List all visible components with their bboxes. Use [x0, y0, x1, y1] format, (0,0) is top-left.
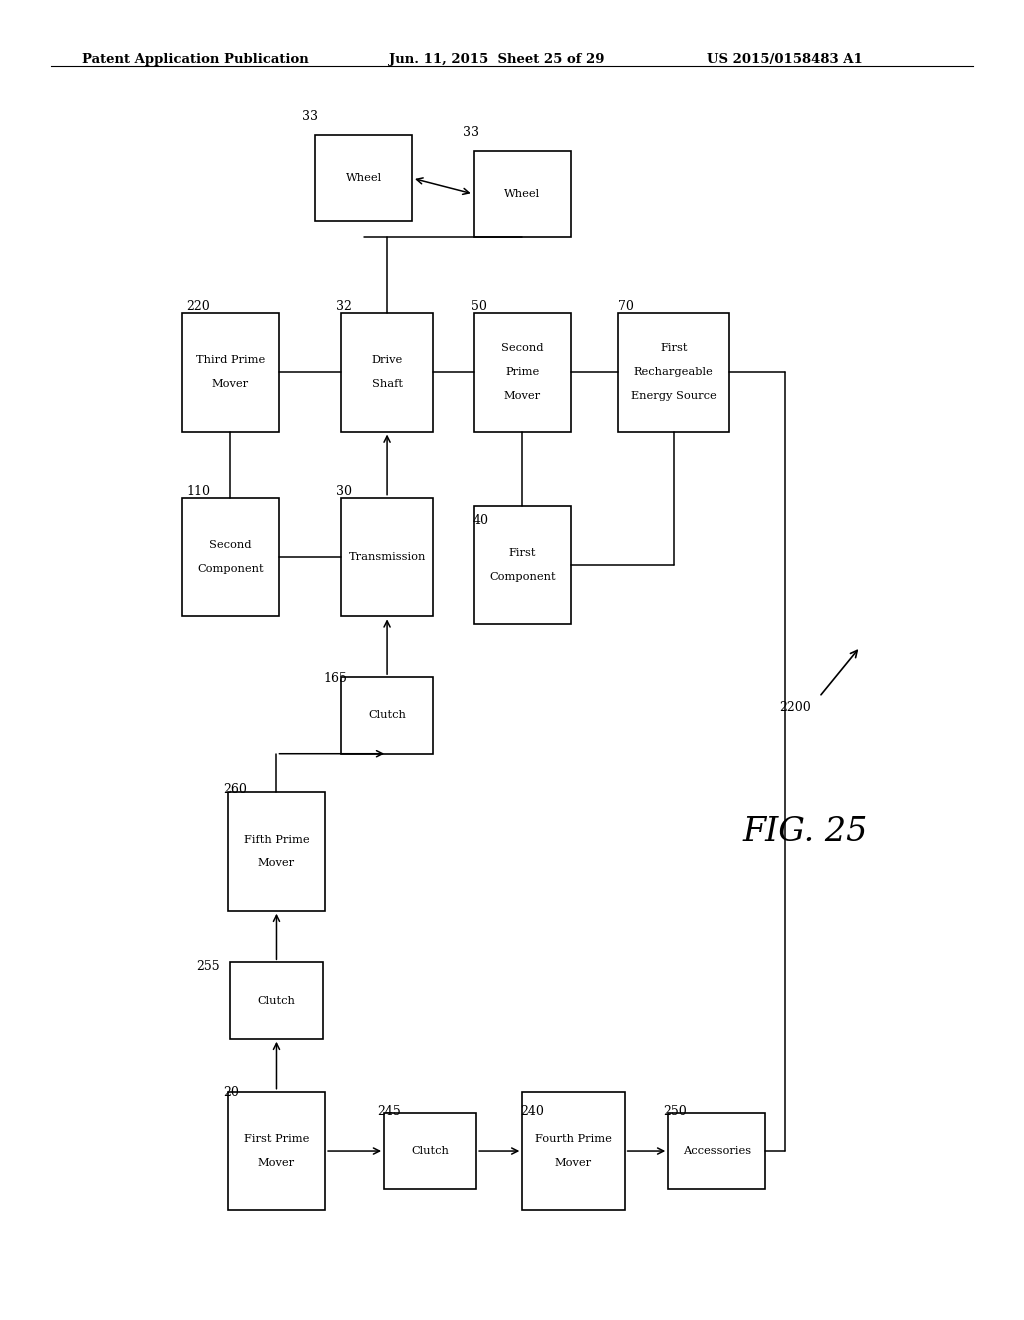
Bar	[473, 152, 571, 238]
Bar	[228, 792, 326, 911]
Text: 33: 33	[302, 110, 318, 123]
Text: First: First	[509, 548, 536, 558]
Bar	[182, 313, 279, 432]
Text: 33: 33	[463, 125, 479, 139]
Bar	[668, 1113, 765, 1189]
Text: 20: 20	[223, 1086, 240, 1100]
Bar	[473, 313, 571, 432]
Bar	[341, 313, 433, 432]
Text: First: First	[660, 343, 687, 354]
Text: Rechargeable: Rechargeable	[634, 367, 714, 378]
Text: Second: Second	[501, 343, 544, 354]
Bar	[341, 677, 433, 754]
Text: 245: 245	[377, 1105, 400, 1118]
Text: Shaft: Shaft	[372, 379, 402, 389]
Text: Fourth Prime: Fourth Prime	[535, 1134, 612, 1144]
Bar	[228, 1092, 326, 1210]
Text: Drive: Drive	[372, 355, 402, 366]
Text: Accessories: Accessories	[683, 1146, 751, 1156]
Text: Mover: Mover	[258, 858, 295, 869]
Text: Energy Source: Energy Source	[631, 391, 717, 401]
Text: Wheel: Wheel	[345, 173, 382, 183]
Text: Mover: Mover	[212, 379, 249, 389]
Text: Second: Second	[209, 540, 252, 550]
Bar	[618, 313, 729, 432]
Bar	[473, 506, 571, 624]
Text: Clutch: Clutch	[412, 1146, 449, 1156]
Text: 255: 255	[197, 960, 220, 973]
Text: Mover: Mover	[555, 1158, 592, 1168]
Bar	[315, 135, 412, 220]
Text: 250: 250	[664, 1105, 687, 1118]
Text: First Prime: First Prime	[244, 1134, 309, 1144]
Text: FIG. 25: FIG. 25	[742, 816, 867, 847]
Text: Mover: Mover	[504, 391, 541, 401]
Text: 30: 30	[336, 484, 352, 498]
Text: Clutch: Clutch	[369, 710, 406, 721]
Text: 40: 40	[473, 513, 489, 527]
Text: 165: 165	[324, 672, 347, 685]
Text: 70: 70	[618, 300, 635, 313]
Text: Mover: Mover	[258, 1158, 295, 1168]
Text: Patent Application Publication: Patent Application Publication	[82, 53, 308, 66]
Text: Component: Component	[488, 572, 556, 582]
Text: Third Prime: Third Prime	[196, 355, 265, 366]
Text: 2200: 2200	[779, 701, 811, 714]
Text: Jun. 11, 2015  Sheet 25 of 29: Jun. 11, 2015 Sheet 25 of 29	[389, 53, 604, 66]
Text: Component: Component	[197, 564, 264, 574]
Text: 32: 32	[336, 300, 352, 313]
Text: Clutch: Clutch	[258, 995, 295, 1006]
Text: 50: 50	[471, 300, 487, 313]
Bar	[230, 962, 323, 1039]
Text: 240: 240	[520, 1105, 544, 1118]
Bar	[182, 498, 279, 616]
Bar	[341, 498, 433, 616]
Text: Wheel: Wheel	[504, 189, 541, 199]
Text: 220: 220	[186, 300, 210, 313]
Text: 260: 260	[223, 783, 247, 796]
Text: Fifth Prime: Fifth Prime	[244, 834, 309, 845]
Text: Prime: Prime	[505, 367, 540, 378]
Bar	[384, 1113, 476, 1189]
Text: US 2015/0158483 A1: US 2015/0158483 A1	[707, 53, 862, 66]
Text: Transmission: Transmission	[348, 552, 426, 562]
Bar	[522, 1092, 625, 1210]
Text: 110: 110	[186, 484, 210, 498]
